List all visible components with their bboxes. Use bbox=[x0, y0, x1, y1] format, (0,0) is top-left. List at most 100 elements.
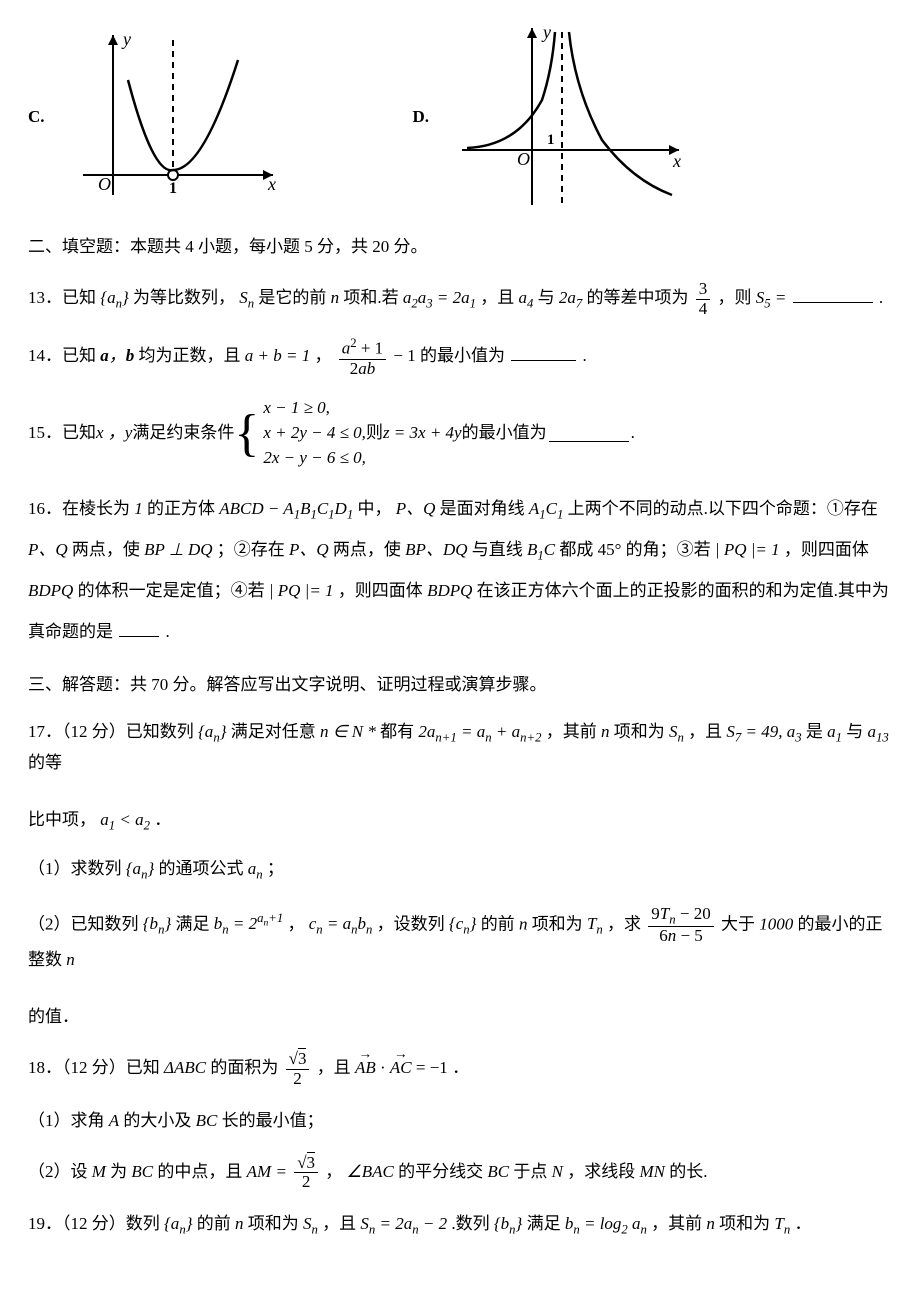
q18-t10: 于点 bbox=[513, 1162, 551, 1181]
q18-t11: ，求线段 bbox=[567, 1162, 639, 1181]
question-13: 13．已知 {an} 为等比数列， Sn 是它的前 n 项和.若 a2a3 = … bbox=[28, 280, 892, 318]
option-D-graph: O x y 1 bbox=[457, 20, 687, 215]
q13-t8: . bbox=[879, 288, 883, 307]
q19-t3: ，且 bbox=[322, 1214, 360, 1233]
q18-t2: ，且 bbox=[317, 1058, 355, 1077]
q16-t11: ，则四面体 bbox=[784, 540, 869, 559]
q18-vec-AC: AC bbox=[390, 1054, 412, 1083]
q13-frac: 3 4 bbox=[696, 280, 711, 318]
q16-t13: ，则四面体 bbox=[338, 581, 427, 600]
question-18-part1: （1）求角 A 的大小及 BC 长的最小值； bbox=[28, 1107, 892, 1136]
q18-BC2: BC bbox=[131, 1162, 153, 1181]
q14-frac-num: a2 + 1 bbox=[339, 336, 386, 358]
q18-frac1-den: 2 bbox=[286, 1069, 310, 1089]
q18-vec-AB: AB bbox=[355, 1054, 376, 1083]
q17-part2: （2）已知数列 bbox=[28, 914, 139, 933]
q17-t10: 的通项公式 bbox=[159, 859, 248, 878]
q18-tri: ΔABC bbox=[164, 1058, 206, 1077]
q18-frac2-num: √3 bbox=[294, 1154, 318, 1173]
q14-minus: − 1 bbox=[393, 346, 415, 365]
q17-line2: 比中项， bbox=[28, 810, 96, 829]
q16-t6: ；②存在 bbox=[217, 540, 289, 559]
q16-t12: 的体积一定是定值；④若 bbox=[78, 581, 269, 600]
q16-line3a: BDPQ bbox=[28, 581, 73, 600]
q17-head: 17．（12 分）已知数列 bbox=[28, 722, 194, 741]
q13-a4: a4 bbox=[518, 288, 533, 307]
option-C-label: C. bbox=[28, 103, 45, 132]
q16-BDPQ2: BDPQ bbox=[427, 581, 472, 600]
section-3-heading: 三、解答题：共 70 分。解答应写出文字说明、证明过程或演算步骤。 bbox=[28, 671, 892, 700]
q19-t5: 满足 bbox=[527, 1214, 565, 1233]
q13-n: n bbox=[331, 288, 340, 307]
q14-eq: a + b = 1 bbox=[245, 346, 310, 365]
q17-t1: 满足对任意 bbox=[231, 722, 320, 741]
svg-text:x: x bbox=[672, 151, 681, 171]
q17-line3: 的值． bbox=[28, 1007, 79, 1026]
q13-t2: 是它的前 bbox=[258, 288, 330, 307]
svg-text:y: y bbox=[541, 22, 551, 42]
q15-prefix: 15．已知 bbox=[28, 419, 96, 448]
q15-blank bbox=[549, 425, 629, 442]
q15-line1: x − 1 ≥ 0, bbox=[263, 396, 366, 421]
q16-B1C: B1C bbox=[527, 540, 555, 559]
q15-line2: x + 2y − 4 ≤ 0, bbox=[263, 421, 366, 446]
q19-t6: ，其前 bbox=[651, 1214, 706, 1233]
q16-one: 1 bbox=[134, 499, 143, 518]
q17-t2: 都有 bbox=[380, 722, 418, 741]
q17-bn: {bn} bbox=[143, 914, 172, 933]
q17-thou: 1000 bbox=[759, 914, 793, 933]
q17-t13: ， bbox=[288, 914, 305, 933]
q18-A: A bbox=[109, 1111, 119, 1130]
q16-prefix: 16．在棱长为 bbox=[28, 499, 134, 518]
option-graph-row: C. O x y 1 D. O x y 1 bbox=[28, 20, 892, 215]
q18-frac2: √3 2 bbox=[294, 1154, 318, 1192]
q17-frac-num: 9Tn − 20 bbox=[648, 905, 713, 926]
q18-t3: ． bbox=[452, 1058, 469, 1077]
q17-S7: S7 = 49, a3 bbox=[726, 722, 801, 741]
q16-t5: 两点，使 bbox=[72, 540, 144, 559]
q17-t11: ； bbox=[267, 859, 284, 878]
q19-Sn: Sn bbox=[303, 1214, 318, 1233]
q14-t2: ， bbox=[314, 346, 331, 365]
q17-n3: n bbox=[519, 914, 528, 933]
q18-dot: = −1 bbox=[416, 1058, 448, 1077]
q17-t17: ，求 bbox=[607, 914, 645, 933]
q13-2a7: 2a7 bbox=[559, 288, 582, 307]
question-18-head: 18．（12 分）已知 ΔABC 的面积为 √3 2 ，且 AB · AC = … bbox=[28, 1050, 892, 1088]
q17-t3: ，其前 bbox=[546, 722, 601, 741]
q16-t15: . bbox=[166, 622, 170, 641]
q16-t10: 的角；③若 bbox=[626, 540, 715, 559]
q17-t16: 项和为 bbox=[532, 914, 583, 933]
svg-text:O: O bbox=[517, 149, 530, 169]
question-19: 19．（12 分）数列 {an} 的前 n 项和为 Sn ，且 Sn = 2an… bbox=[28, 1210, 892, 1241]
q14-ab: a，b bbox=[100, 346, 134, 365]
section-2-heading: 二、填空题：本题共 4 小题，每小题 5 分，共 20 分。 bbox=[28, 233, 892, 262]
q17-a13: a13 bbox=[867, 722, 888, 741]
q14-t3: 的最小值为 bbox=[420, 346, 505, 365]
q17-an: {an} bbox=[198, 722, 227, 741]
q16-line4: 真命题的是 bbox=[28, 622, 113, 641]
q14-t4: . bbox=[583, 346, 587, 365]
q14-t1: 均为正数，且 bbox=[139, 346, 245, 365]
q17-part1: （1）求数列 bbox=[28, 859, 122, 878]
q13-prefix: 13．已知 bbox=[28, 288, 96, 307]
q16-blank bbox=[119, 620, 159, 637]
q16-t4: 上两个不同的动点.以下四个命题：①存在 bbox=[568, 499, 878, 518]
svg-text:O: O bbox=[98, 174, 111, 194]
question-17-part2: （2）已知数列 {bn} 满足 bn = 2an+1 ， cn = anbn ，… bbox=[28, 905, 892, 1033]
question-18-part2: （2）设 M 为 BC 的中点，且 AM = √3 2 ， ∠BAC 的平分线交… bbox=[28, 1154, 892, 1192]
q18-AM: AM = bbox=[247, 1162, 292, 1181]
q18-N: N bbox=[552, 1162, 563, 1181]
option-C-graph: O x y 1 bbox=[73, 25, 283, 210]
q17-n2: n bbox=[601, 722, 610, 741]
q13-t6: 的等差中项为 bbox=[586, 288, 692, 307]
q18-t7: 的中点，且 bbox=[157, 1162, 246, 1181]
question-17-part1: （1）求数列 {an} 的通项公式 an ； bbox=[28, 855, 892, 886]
q19-t1: 的前 bbox=[197, 1214, 235, 1233]
q16-PQeq1a: | PQ |= 1 bbox=[715, 540, 780, 559]
q17-t5: ，且 bbox=[688, 722, 726, 741]
q15-line3: 2x − y − 6 ≤ 0, bbox=[263, 446, 366, 471]
q17-rec: 2an+1 = an + an+2 bbox=[418, 722, 541, 741]
q17-t8: 的等 bbox=[28, 753, 62, 772]
q16-PQ1: P、Q bbox=[396, 499, 436, 518]
